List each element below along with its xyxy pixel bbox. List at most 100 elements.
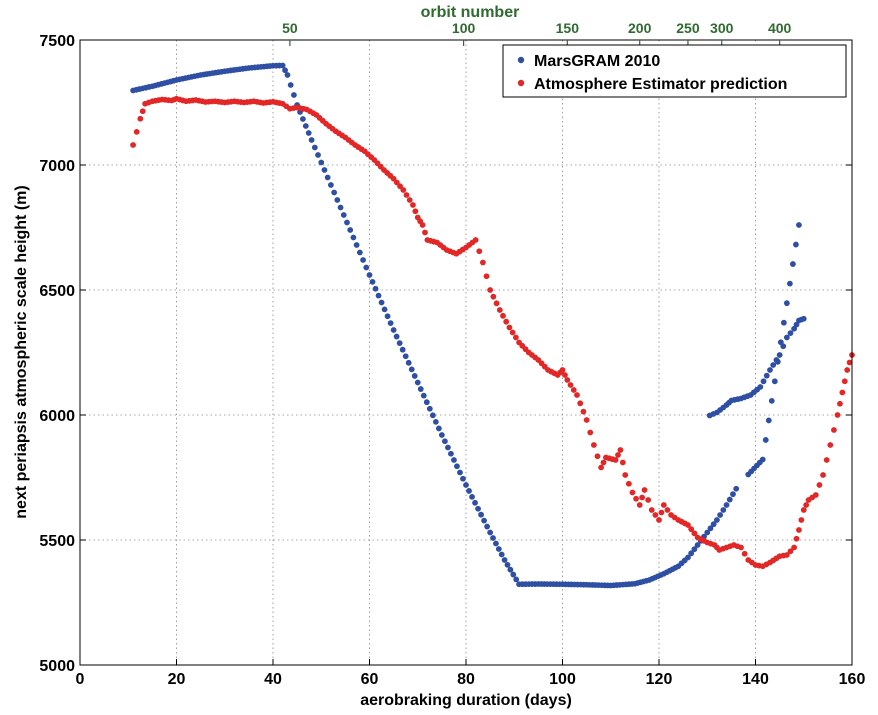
data-point [783,552,790,558]
data-point [451,457,457,463]
legend: MarsGRAM 2010 Atmosphere Estimator predi… [502,44,847,98]
data-point [282,67,288,74]
data-point [598,464,604,471]
data-point [366,272,373,278]
data-point [831,427,837,433]
data-point [583,417,590,423]
data-point [291,92,297,98]
x-axis-ticks: 0 20 40 60 80 100 120 140 160 [76,659,866,688]
data-point [495,546,502,552]
top-tick-label: 50 [282,20,298,36]
data-point [479,259,486,266]
data-point [412,208,419,215]
data-point [800,315,807,322]
data-point [476,248,483,255]
top-tick-label: 100 [452,20,476,36]
data-point [580,408,587,415]
data-point [600,459,607,466]
data-point [496,307,503,313]
data-point [469,493,475,500]
data-point [685,554,691,561]
x-tick-label: 80 [457,671,475,688]
data-point [463,482,469,488]
data-point [664,507,671,513]
data-point [504,561,511,568]
data-point [347,227,354,233]
series-layer [130,62,855,589]
x-tick-label: 160 [839,671,866,688]
data-point [321,167,328,173]
data-point [498,551,505,558]
data-point [490,535,496,541]
data-point [305,130,312,136]
data-point [688,526,695,533]
data-point [284,72,291,78]
y-axis-label: next periapsis atmospheric scale height … [13,185,30,518]
data-point [694,542,701,548]
data-point [324,174,331,181]
data-point [513,576,520,583]
data-point [356,249,363,256]
data-point [726,496,733,503]
data-point [710,521,717,528]
data-point [302,123,309,129]
top-tick-label: 150 [556,20,580,36]
data-point [438,432,445,438]
data-point [448,450,454,457]
data-point [466,488,472,494]
data-point [834,412,841,418]
data-point [500,312,506,319]
data-point [796,527,802,533]
data-point [484,523,491,530]
data-point [633,495,639,502]
top-tick-label: 400 [768,20,792,36]
series-estimator [130,95,855,570]
data-point [426,405,433,412]
data-point [493,540,499,547]
data-point [420,392,427,399]
data-point [315,152,321,158]
data-point [483,273,490,280]
data-point [615,452,621,458]
data-point [776,352,783,358]
data-point [423,399,430,406]
data-point [337,204,344,211]
data-point [472,499,478,506]
data-point [475,505,481,512]
data-point [652,512,659,518]
data-point [717,512,724,518]
data-point [130,142,136,148]
data-point [796,222,802,228]
data-point [429,412,436,419]
data-point [493,300,500,307]
data-point [402,353,409,360]
data-point [823,457,830,463]
data-point [803,502,810,508]
data-point [839,389,846,396]
data-point [133,128,140,135]
data-point [279,62,286,69]
data-point [340,212,347,218]
data-point [641,487,648,493]
data-point [353,242,360,248]
data-point [704,529,711,536]
data-point [691,546,698,553]
data-point [481,517,487,524]
data-point [793,241,799,248]
data-point [419,222,426,228]
data-point [403,192,410,198]
data-point [760,378,767,385]
y-tick-label: 6500 [39,283,75,300]
x-tick-label: 40 [264,671,282,688]
data-point [812,492,819,498]
data-point [594,453,601,460]
data-point [798,517,805,523]
data-point [730,491,736,498]
data-point [827,442,834,448]
data-point [559,367,566,373]
data-point [774,358,781,365]
data-point [714,517,720,523]
data-point [457,469,463,476]
data-point [390,327,397,333]
data-point [759,456,766,463]
